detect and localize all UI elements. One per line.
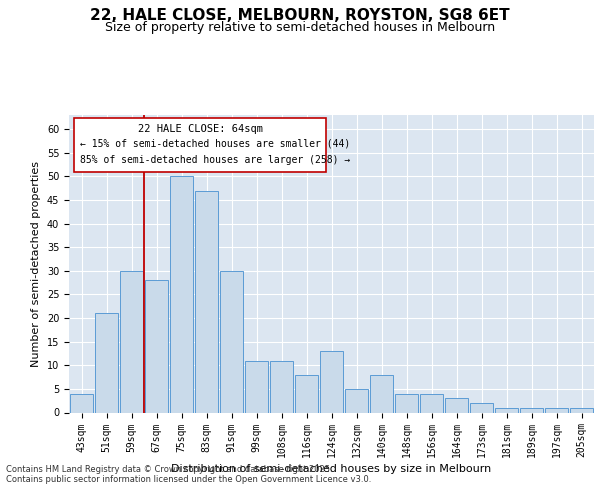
Bar <box>145 280 169 412</box>
Bar <box>95 314 118 412</box>
FancyBboxPatch shape <box>74 118 326 172</box>
Bar <box>470 403 493 412</box>
Bar <box>569 408 593 412</box>
Bar <box>419 394 443 412</box>
Bar <box>194 190 218 412</box>
Bar <box>119 271 143 412</box>
Bar <box>494 408 518 412</box>
Y-axis label: Number of semi-detached properties: Number of semi-detached properties <box>31 161 41 367</box>
X-axis label: Distribution of semi-detached houses by size in Melbourn: Distribution of semi-detached houses by … <box>172 464 491 474</box>
Text: 22, HALE CLOSE, MELBOURN, ROYSTON, SG8 6ET: 22, HALE CLOSE, MELBOURN, ROYSTON, SG8 6… <box>90 8 510 22</box>
Bar <box>269 360 293 412</box>
Text: ← 15% of semi-detached houses are smaller (44): ← 15% of semi-detached houses are smalle… <box>79 139 350 149</box>
Bar <box>445 398 469 412</box>
Bar <box>545 408 568 412</box>
Bar <box>245 360 268 412</box>
Text: Contains public sector information licensed under the Open Government Licence v3: Contains public sector information licen… <box>6 475 371 484</box>
Bar <box>520 408 544 412</box>
Text: Contains HM Land Registry data © Crown copyright and database right 2025.: Contains HM Land Registry data © Crown c… <box>6 465 332 474</box>
Text: 22 HALE CLOSE: 64sqm: 22 HALE CLOSE: 64sqm <box>138 124 263 134</box>
Bar <box>370 374 394 412</box>
Bar <box>70 394 94 412</box>
Bar <box>220 271 244 412</box>
Bar <box>170 176 193 412</box>
Bar <box>395 394 418 412</box>
Bar <box>344 389 368 412</box>
Bar <box>320 351 343 412</box>
Text: 85% of semi-detached houses are larger (258) →: 85% of semi-detached houses are larger (… <box>79 155 350 165</box>
Bar <box>295 374 319 412</box>
Text: Size of property relative to semi-detached houses in Melbourn: Size of property relative to semi-detach… <box>105 21 495 34</box>
